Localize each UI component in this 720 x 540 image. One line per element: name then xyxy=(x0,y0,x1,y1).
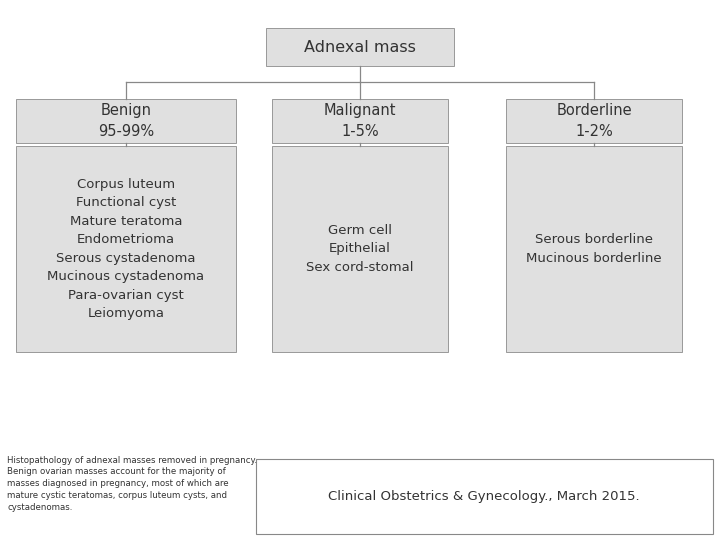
FancyBboxPatch shape xyxy=(505,146,682,352)
FancyBboxPatch shape xyxy=(16,146,236,352)
Text: Clinical Obstetrics & Gynecology., March 2015.: Clinical Obstetrics & Gynecology., March… xyxy=(328,490,640,503)
Text: Histopathology of adnexal masses removed in pregnancy.
Benign ovarian masses acc: Histopathology of adnexal masses removed… xyxy=(7,456,257,512)
Text: Corpus luteum
Functional cyst
Mature teratoma
Endometrioma
Serous cystadenoma
Mu: Corpus luteum Functional cyst Mature ter… xyxy=(48,178,204,320)
FancyBboxPatch shape xyxy=(505,99,682,144)
FancyBboxPatch shape xyxy=(16,99,236,144)
Text: Adnexal mass: Adnexal mass xyxy=(304,39,416,55)
Text: Benign
95-99%: Benign 95-99% xyxy=(98,103,154,139)
Text: Borderline
1-2%: Borderline 1-2% xyxy=(556,103,632,139)
Text: Serous borderline
Mucinous borderline: Serous borderline Mucinous borderline xyxy=(526,233,662,265)
FancyBboxPatch shape xyxy=(272,99,448,144)
FancyBboxPatch shape xyxy=(266,28,454,66)
Text: Malignant
1-5%: Malignant 1-5% xyxy=(324,103,396,139)
FancyBboxPatch shape xyxy=(272,146,448,352)
FancyBboxPatch shape xyxy=(256,459,713,535)
Text: Germ cell
Epithelial
Sex cord-stomal: Germ cell Epithelial Sex cord-stomal xyxy=(306,224,414,274)
